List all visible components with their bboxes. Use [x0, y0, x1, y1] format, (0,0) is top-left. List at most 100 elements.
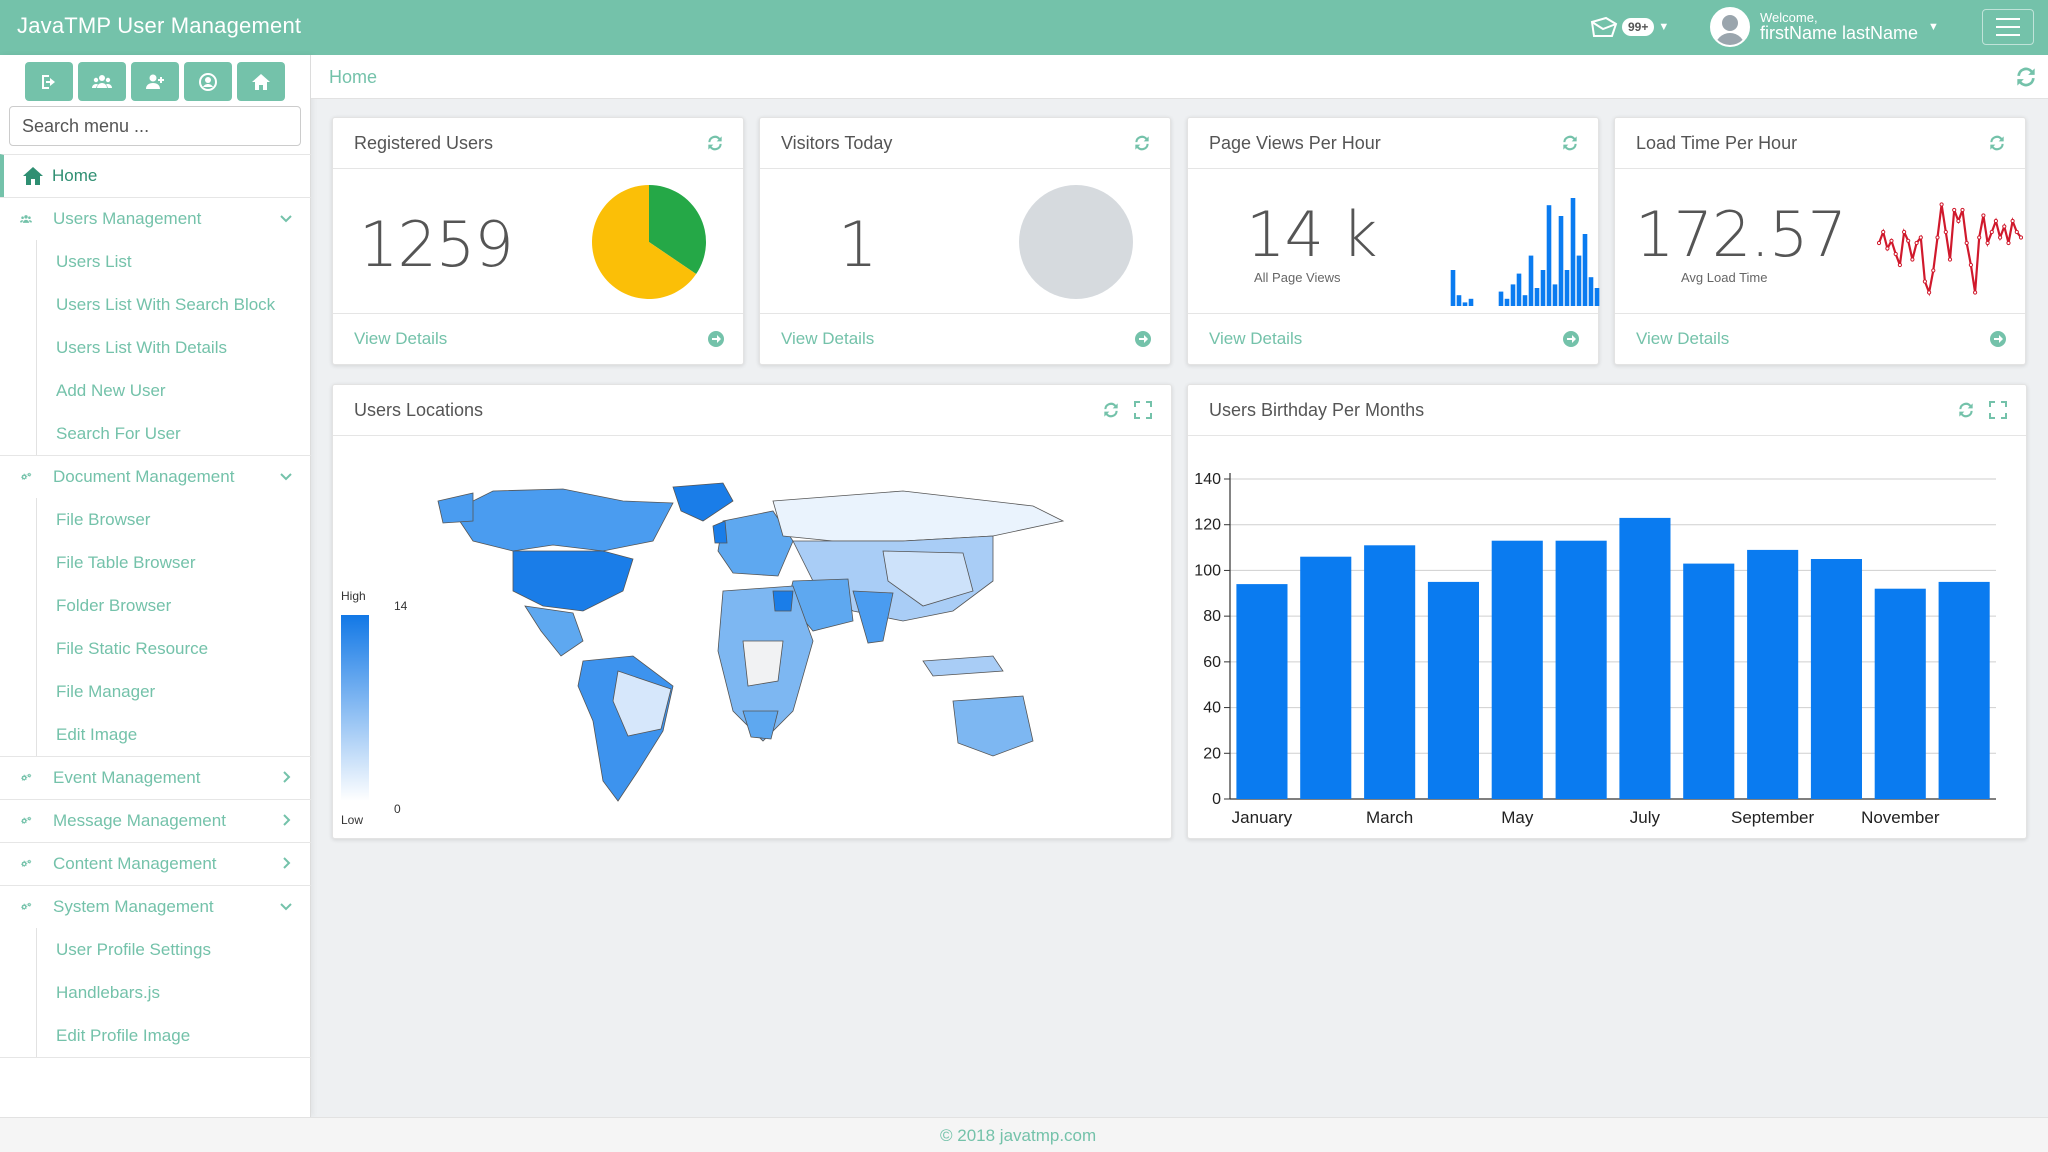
- profile-button[interactable]: [184, 62, 232, 101]
- spark-bar: [1468, 298, 1474, 306]
- submenu-item-handlebars-js[interactable]: Handlebars.js: [56, 982, 160, 1002]
- sparkline-point: [1998, 235, 2003, 240]
- refresh-icon[interactable]: [1101, 400, 1121, 425]
- submenu-item-edit-image[interactable]: Edit Image: [56, 724, 138, 744]
- refresh-icon[interactable]: [705, 133, 725, 158]
- breadcrumb-home[interactable]: Home: [329, 67, 378, 87]
- submenu-item-file-manager[interactable]: File Manager: [56, 681, 156, 701]
- sidebar-item-users-management[interactable]: Users Management: [0, 197, 311, 240]
- card-title: Users Birthday Per Months: [1209, 400, 1425, 420]
- messages-badge: 99+: [1622, 18, 1655, 36]
- sidebar-item-system-management[interactable]: System Management: [0, 885, 311, 928]
- user-menu[interactable]: Welcome, firstName lastName ▼: [1710, 5, 1939, 49]
- add-user-icon: [146, 74, 164, 89]
- users-button[interactable]: [78, 62, 126, 101]
- bar-march: [1364, 545, 1416, 799]
- submenu-users-management: Users List Users List With Search Block Us…: [36, 240, 311, 455]
- profile-icon: [199, 72, 217, 91]
- sparkline-point: [1985, 240, 1990, 246]
- submenu-item-add-new-user[interactable]: Add New User: [56, 380, 166, 400]
- expand-icon[interactable]: [1133, 400, 1153, 425]
- registered-users-pie-chart: [592, 185, 706, 299]
- app-title[interactable]: JavaTMP User Management: [17, 13, 302, 38]
- refresh-icon[interactable]: [1987, 133, 2007, 158]
- sparkline-point: [1931, 268, 1936, 273]
- arrow-circle-right-icon[interactable]: [1989, 330, 2007, 348]
- submenu-item-file-static-resource[interactable]: File Static Resource: [56, 638, 209, 658]
- user-name: firstName lastName: [1760, 23, 1919, 44]
- sidebar-item-home[interactable]: Home: [0, 154, 311, 197]
- sidebar-item-message-management[interactable]: Message Management: [0, 799, 311, 842]
- map-region-india: [852, 590, 894, 644]
- sidebar-item-label: Message Management: [53, 811, 226, 830]
- submenu-item-users-list[interactable]: Users List: [56, 251, 132, 271]
- load-time-line-chart: [1877, 202, 2023, 297]
- submenu-item-search-for-user[interactable]: Search For User: [56, 423, 181, 443]
- stat-subtitle: Avg Load Time: [1681, 270, 1768, 285]
- y-tick-label: 0: [1212, 791, 1221, 808]
- sparkline-point: [1910, 257, 1915, 262]
- view-details-link[interactable]: View Details: [1209, 329, 1303, 348]
- search-menu-input[interactable]: [9, 106, 301, 146]
- view-details-link[interactable]: View Details: [781, 329, 875, 348]
- legend-min-value: 0: [394, 802, 401, 816]
- x-tick-label: November: [1861, 808, 1940, 827]
- view-details-link[interactable]: View Details: [354, 329, 448, 348]
- legend-high-label: High: [341, 589, 366, 603]
- map-region-australia: [952, 695, 1034, 757]
- arrow-circle-right-icon[interactable]: [1134, 330, 1152, 348]
- y-tick-label: 140: [1194, 471, 1221, 488]
- view-details-link[interactable]: View Details: [1636, 329, 1730, 348]
- registered-users-card: Registered Users 1259 View Details: [332, 117, 744, 365]
- submenu-item-edit-profile-image[interactable]: Edit Profile Image: [56, 1025, 191, 1045]
- stat-subtitle: All Page Views: [1254, 270, 1341, 285]
- map-region-central-africa: [742, 640, 784, 687]
- submenu-item-folder-browser[interactable]: Folder Browser: [56, 595, 172, 615]
- card-title: Users Locations: [354, 400, 484, 420]
- sidebar-item-document-management[interactable]: Document Management: [0, 455, 311, 498]
- sidebar-item-event-management[interactable]: Event Management: [0, 756, 311, 799]
- arrow-circle-right-icon[interactable]: [1562, 330, 1580, 348]
- stat-value: 172.57: [1635, 198, 1847, 271]
- submenu-item-users-list-with-details[interactable]: Users List With Details: [56, 337, 227, 357]
- map-region-russia: [772, 490, 1065, 542]
- load-time-card: Load Time Per Hour 172.57 Avg Load Time …: [1614, 117, 2026, 365]
- home-icon: [252, 73, 270, 90]
- pie-slice: [1019, 185, 1133, 299]
- refresh-icon[interactable]: [1560, 133, 1580, 158]
- caret-down-icon: ▼: [1658, 21, 1670, 33]
- submenu-item-file-table-browser[interactable]: File Table Browser: [56, 552, 196, 572]
- submenu-item-users-list-with-search-block[interactable]: Users List With Search Block: [56, 294, 276, 314]
- sidebar-menu: Home Users Management Users List Users Lis…: [0, 154, 311, 1058]
- sparkline-point: [1977, 235, 1982, 240]
- map-region-alaska: [437, 492, 474, 524]
- sparkline-point: [1906, 238, 1911, 243]
- logout-button[interactable]: [25, 62, 73, 101]
- expand-icon[interactable]: [1988, 400, 2008, 425]
- map-region-uk: [712, 520, 728, 544]
- spark-bar: [1534, 288, 1540, 306]
- legend-low-label: Low: [341, 813, 364, 827]
- hamburger-menu-button[interactable]: [1982, 9, 2034, 45]
- arrow-circle-right-icon[interactable]: [707, 330, 725, 348]
- sparkline-point: [1881, 229, 1886, 235]
- sparkline-point: [1939, 202, 1944, 207]
- spark-bar: [1522, 295, 1528, 306]
- world-map: [437, 482, 1065, 802]
- x-tick-label: September: [1731, 808, 1814, 827]
- refresh-icon[interactable]: [1132, 133, 1152, 158]
- users-icon: [92, 74, 112, 88]
- spark-bar: [1552, 284, 1558, 306]
- submenu-item-file-browser[interactable]: File Browser: [56, 509, 151, 529]
- home-button[interactable]: [237, 62, 285, 101]
- refresh-icon[interactable]: [1956, 400, 1976, 425]
- messages-button[interactable]: 99+ ▼: [1590, 14, 1669, 40]
- chevron-down-icon: [279, 210, 293, 224]
- sidebar-item-content-management[interactable]: Content Management: [0, 842, 311, 885]
- map-region-brazil: [612, 670, 672, 737]
- spark-bar: [1510, 284, 1516, 306]
- refresh-icon[interactable]: [2013, 64, 2039, 90]
- add-user-button[interactable]: [131, 62, 179, 101]
- submenu-item-user-profile-settings[interactable]: User Profile Settings: [56, 939, 211, 959]
- sidebar-item-label: Content Management: [53, 854, 217, 873]
